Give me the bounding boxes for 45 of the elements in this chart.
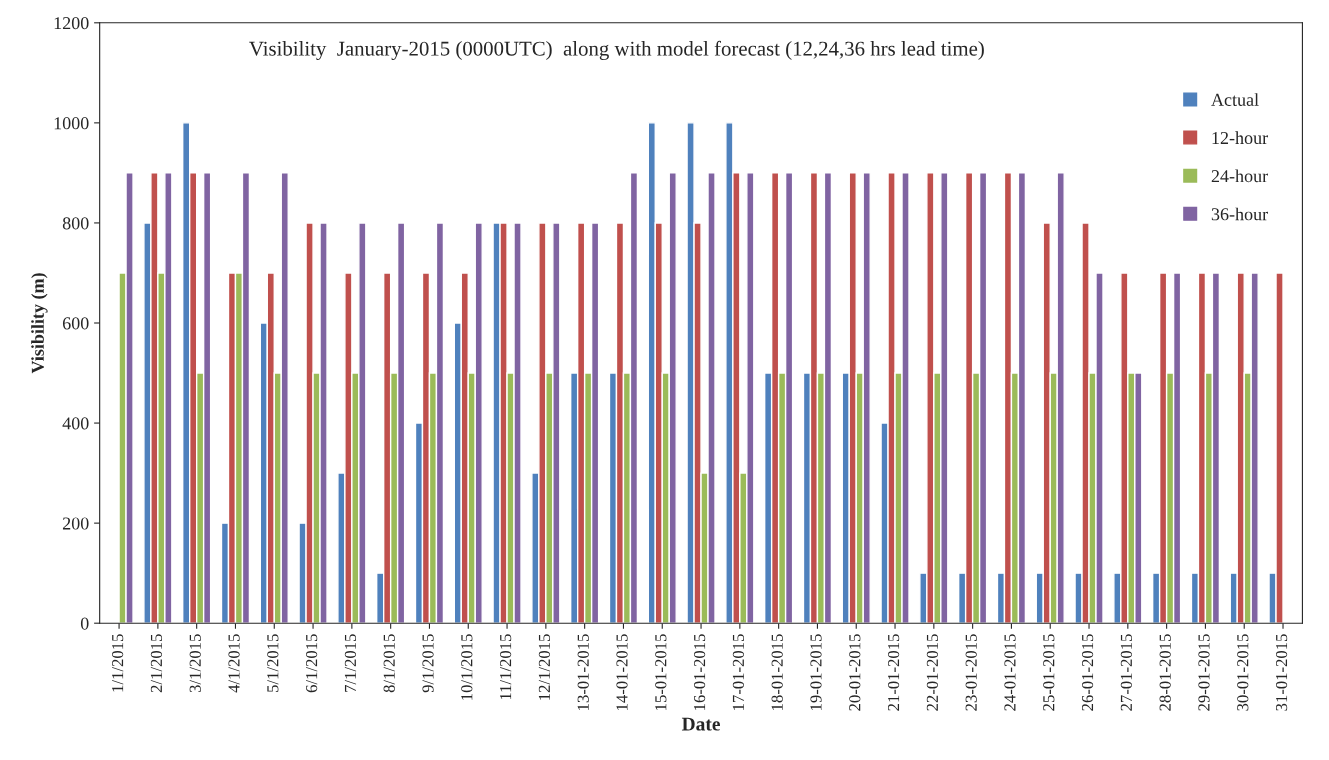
x-tick-label: 18-01-2015 — [771, 634, 783, 710]
x-tick-label: 31-01-2015 — [1275, 634, 1288, 711]
text: Visibility January-2015 (0000UTC) along with model forecast (12,24,36 hrs lead time) — [249, 40, 984, 60]
x-tick-label: 2/1/2015 — [150, 634, 163, 693]
x-tick-label: 21-01-2015 — [887, 634, 900, 711]
x-tick-label: 30-01-2015 — [1237, 634, 1249, 711]
x-axis-title: Date — [681, 717, 720, 731]
x-tick-label: 10/1/2015 — [461, 634, 473, 700]
x-tick-label: 26-01-2015 — [1081, 634, 1094, 711]
y-axis-title: Visibility (m) — [31, 273, 48, 374]
y-tick-label: 0 — [80, 617, 89, 630]
x-tick-label: 24-01-2015 — [1004, 634, 1016, 711]
x-tick-label: 15-01-2015 — [655, 634, 667, 710]
x-tick-label: 1/1/2015 — [112, 634, 124, 692]
x-tick-label: 14-01-2015 — [616, 634, 628, 710]
legend-label: 24-hour — [1211, 169, 1268, 183]
y-tick-label: 1200 — [54, 17, 89, 30]
x-tick-label: 19-01-2015 — [810, 634, 822, 710]
x-tick-label: 3/1/2015 — [189, 634, 201, 693]
x-tick-label: 13-01-2015 — [577, 634, 589, 710]
y-tick-label: 1000 — [54, 117, 89, 130]
y-tick-label: 800 — [62, 217, 89, 230]
legend-label: 12-hour — [1212, 131, 1268, 145]
x-tick-label: 29-01-2015 — [1198, 634, 1210, 711]
legend-label: Actual — [1211, 93, 1259, 106]
x-tick-label: 16-01-2015 — [693, 634, 706, 710]
x-tick-label: 20-01-2015 — [849, 634, 861, 711]
x-tick-label: 8/1/2015 — [383, 634, 395, 693]
x-tick-label: 11/1/2015 — [499, 634, 512, 700]
x-tick-label: 4/1/2015 — [228, 634, 240, 693]
x-tick-label: 5/1/2015 — [267, 634, 279, 692]
x-tick-label: 25-01-2015 — [1043, 634, 1055, 711]
x-tick-label: 28-01-2015 — [1159, 634, 1171, 711]
x-tick-label: 27-01-2015 — [1120, 634, 1132, 711]
y-tick-label: 600 — [62, 317, 89, 330]
x-tick-label: 17-01-2015 — [732, 634, 745, 710]
x-tick-label: 7/1/2015 — [344, 634, 357, 692]
y-tick-label: 200 — [62, 517, 89, 530]
x-tick-label: 12/1/2015 — [538, 634, 551, 700]
x-tick-label: 22-01-2015 — [926, 634, 939, 711]
x-tick-label: 9/1/2015 — [422, 634, 434, 693]
x-tick-label: 6/1/2015 — [305, 634, 318, 693]
x-tick-label: 23-01-2015 — [965, 634, 977, 711]
y-tick-label: 400 — [62, 417, 89, 430]
legend-label: 36-hour — [1211, 207, 1268, 221]
